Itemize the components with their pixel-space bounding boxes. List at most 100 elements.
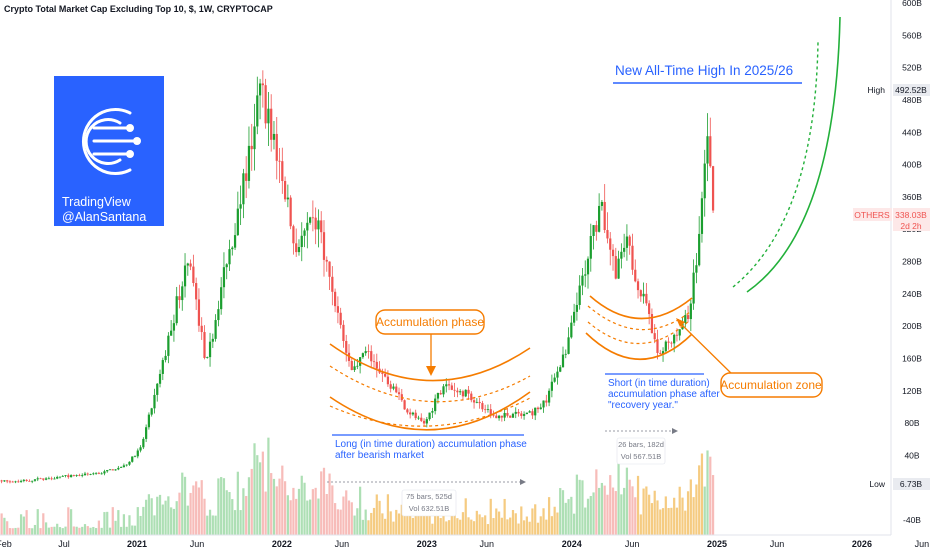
volume-bar — [64, 526, 67, 535]
volume-bar — [200, 480, 203, 535]
price-candles — [0, 70, 715, 484]
candle-body — [675, 334, 679, 336]
volume-bar — [586, 498, 590, 535]
volume-bar — [625, 467, 629, 535]
candle-body — [233, 235, 237, 248]
volume-bar — [611, 487, 615, 535]
candle-body — [333, 291, 337, 307]
candle-body — [372, 361, 376, 363]
volume-bar — [353, 515, 356, 535]
candle-body — [600, 201, 604, 206]
volume-bar — [492, 518, 495, 535]
x-tick-label: Jun — [915, 539, 930, 549]
volume-bar — [331, 485, 334, 535]
candle-body — [19, 480, 23, 482]
volume-bar — [81, 526, 84, 535]
x-tick-label: 2023 — [417, 539, 437, 549]
volume-bar — [31, 528, 34, 535]
price-axis[interactable]: 600B560B520B480B440B400B360B320B280B240B… — [902, 0, 922, 525]
candle-body — [517, 411, 520, 414]
volume-bar — [211, 515, 214, 535]
candle-body — [425, 419, 428, 424]
candle-body — [94, 472, 98, 474]
candle-body — [370, 351, 373, 362]
candle-body — [520, 413, 523, 416]
volume-bar — [292, 487, 295, 535]
volume-bar — [570, 496, 573, 535]
long-accumulation-note: Long (in time duration) accumulation pha… — [332, 434, 527, 461]
candle-body — [36, 478, 39, 480]
candle-body — [295, 243, 298, 253]
measure-long-bars: 75 bars, 525d — [406, 492, 452, 501]
candle-body — [625, 236, 629, 248]
volume-bar — [272, 478, 276, 535]
volume-bar — [203, 498, 206, 535]
volume-bar — [247, 477, 251, 535]
volume-bar — [75, 526, 78, 535]
accumulation-channel-long — [329, 343, 531, 431]
volume-bar — [509, 517, 512, 535]
volume-bar — [495, 508, 498, 535]
candle-body — [634, 269, 637, 282]
volume-bar — [698, 465, 701, 535]
candle-body — [175, 296, 178, 324]
candle-body — [648, 303, 651, 315]
high-label: High — [868, 85, 886, 95]
volume-bar — [686, 491, 690, 535]
candle-body — [320, 220, 323, 233]
candle-body — [86, 473, 89, 475]
volume-bar — [172, 508, 176, 535]
candle-body — [228, 249, 231, 265]
candle-body — [631, 245, 634, 270]
volume-bar — [567, 499, 570, 535]
volume-bar — [197, 487, 201, 535]
candle-body — [492, 414, 495, 416]
volume-bar — [606, 494, 609, 535]
candle-body — [475, 401, 478, 403]
volume-bar — [431, 523, 434, 535]
volume-bar — [156, 496, 159, 535]
volume-bar — [678, 486, 681, 535]
volume-bar — [297, 488, 301, 535]
volume-bar — [403, 512, 406, 535]
candle-body — [431, 411, 434, 413]
accumulation-channel-short — [585, 295, 693, 361]
candle-body — [50, 478, 53, 480]
candle-body — [534, 407, 537, 416]
candle-body — [192, 266, 195, 284]
candle-body — [495, 415, 498, 419]
time-axis[interactable]: Feb Jul 2021 Jun 2022 Jun 2023 Jun 2024 Jun 2025 Ju… — [0, 539, 929, 549]
logo-line-1: TradingView — [62, 195, 132, 209]
y-tick-label: 560B — [902, 30, 922, 40]
candle-body — [67, 475, 70, 478]
candle-body — [208, 341, 212, 358]
candle-body — [58, 476, 62, 478]
volume-bar — [94, 528, 98, 535]
volume-bar — [195, 481, 198, 535]
candle-body — [350, 361, 353, 371]
candle-body — [247, 145, 251, 181]
volume-bar — [489, 498, 492, 535]
volume-bar — [58, 527, 62, 535]
volume-bar — [703, 486, 706, 535]
candle-body — [489, 409, 492, 415]
volume-bar — [378, 500, 381, 535]
volume-bar — [659, 509, 662, 535]
volume-bar — [384, 518, 387, 535]
x-tick-label: Feb — [0, 539, 12, 549]
volume-bar — [359, 486, 362, 535]
candle-body — [450, 385, 453, 390]
candle-body — [53, 478, 56, 480]
candle-body — [203, 332, 206, 358]
volume-bar — [531, 508, 534, 535]
candle-body — [286, 197, 289, 200]
volume-bar — [14, 527, 17, 535]
candle-body — [545, 400, 548, 403]
volume-bar — [592, 492, 595, 535]
volume-bar — [39, 528, 42, 535]
volume-bar — [653, 490, 656, 535]
candle-body — [28, 480, 31, 482]
candle-body — [242, 173, 245, 205]
volume-bar — [236, 471, 239, 535]
